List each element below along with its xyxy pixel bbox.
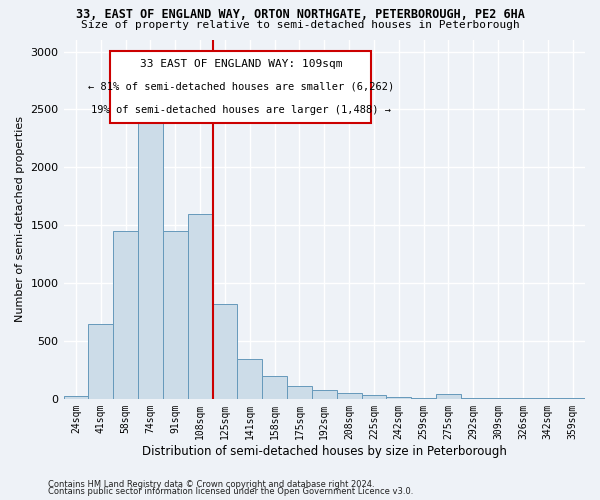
Text: ← 81% of semi-detached houses are smaller (6,262): ← 81% of semi-detached houses are smalle… [88, 82, 394, 92]
Bar [64, 396, 88, 399]
Bar [436, 394, 461, 399]
Bar [163, 231, 188, 399]
Bar [138, 98, 163, 399]
Bar [312, 390, 337, 399]
Bar [88, 324, 113, 399]
Bar [511, 398, 535, 399]
Text: Contains HM Land Registry data © Crown copyright and database right 2024.: Contains HM Land Registry data © Crown c… [48, 480, 374, 489]
Bar [461, 398, 485, 399]
FancyBboxPatch shape [110, 51, 371, 123]
Text: 19% of semi-detached houses are larger (1,488) →: 19% of semi-detached houses are larger (… [91, 104, 391, 115]
Bar [238, 360, 262, 399]
Text: Contains public sector information licensed under the Open Government Licence v3: Contains public sector information licen… [48, 487, 413, 496]
Bar [411, 398, 436, 399]
Bar [362, 396, 386, 399]
X-axis label: Distribution of semi-detached houses by size in Peterborough: Distribution of semi-detached houses by … [142, 444, 507, 458]
Bar [337, 393, 362, 399]
Bar [188, 214, 212, 399]
Bar [386, 396, 411, 399]
Bar [287, 386, 312, 399]
Bar [113, 231, 138, 399]
Bar [560, 398, 585, 399]
Bar [485, 398, 511, 399]
Text: 33, EAST OF ENGLAND WAY, ORTON NORTHGATE, PETERBOROUGH, PE2 6HA: 33, EAST OF ENGLAND WAY, ORTON NORTHGATE… [76, 8, 524, 20]
Text: Size of property relative to semi-detached houses in Peterborough: Size of property relative to semi-detach… [80, 20, 520, 30]
Bar [212, 304, 238, 399]
Y-axis label: Number of semi-detached properties: Number of semi-detached properties [15, 116, 25, 322]
Text: 33 EAST OF ENGLAND WAY: 109sqm: 33 EAST OF ENGLAND WAY: 109sqm [140, 58, 342, 68]
Bar [535, 398, 560, 399]
Bar [262, 376, 287, 399]
